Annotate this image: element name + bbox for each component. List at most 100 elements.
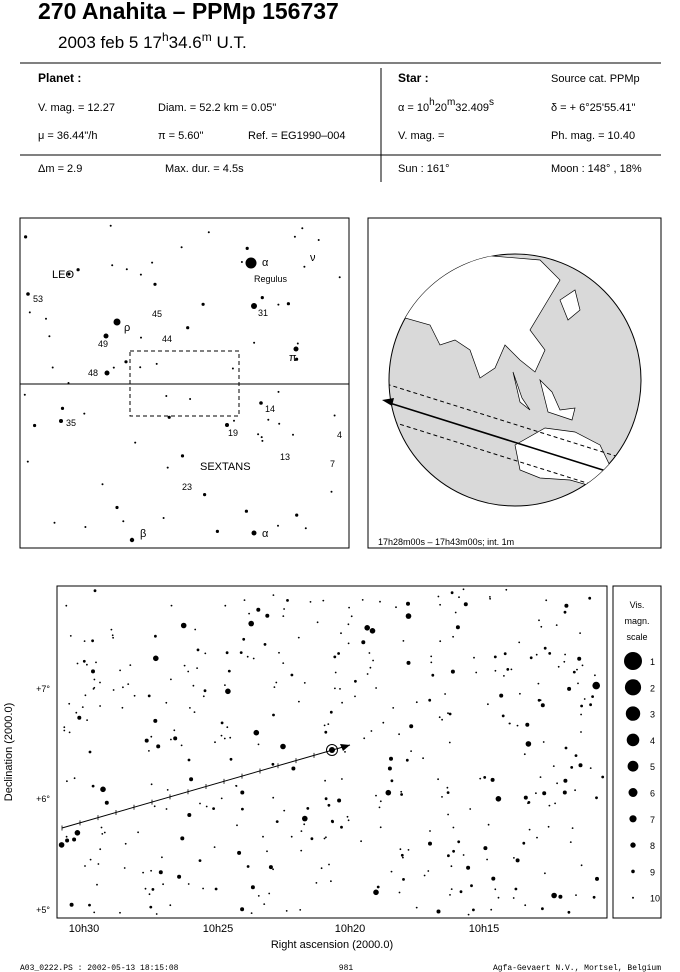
star (215, 529, 219, 534)
star (410, 750, 412, 752)
star (592, 681, 600, 690)
star (45, 317, 47, 320)
star (564, 603, 569, 608)
star (364, 625, 371, 631)
star (111, 264, 114, 267)
star (463, 602, 468, 607)
star (67, 382, 70, 384)
finder-label: α (262, 257, 269, 269)
star (337, 798, 342, 803)
star (265, 613, 270, 618)
star (370, 730, 373, 732)
scale-dot (626, 733, 640, 747)
y-tick-label: +5° (36, 905, 50, 915)
star (88, 903, 91, 907)
finder-label: 45 (152, 309, 162, 319)
star (180, 246, 183, 249)
star (68, 702, 71, 705)
star (333, 655, 337, 659)
star (278, 651, 280, 654)
star (205, 805, 208, 808)
star (165, 808, 168, 810)
star (328, 863, 330, 866)
star (429, 830, 431, 832)
star (167, 415, 171, 419)
star (545, 599, 548, 602)
star (150, 735, 153, 738)
field: Diam. = 52.2 km = 0.05" (158, 102, 276, 114)
star (201, 302, 205, 306)
star (395, 606, 397, 609)
scale-label: 8 (650, 841, 655, 851)
star (53, 521, 56, 524)
star (552, 765, 555, 767)
star (154, 634, 157, 638)
star (327, 723, 330, 725)
star (189, 707, 191, 709)
finder-label: 31 (258, 308, 268, 318)
star (385, 789, 392, 796)
star (409, 724, 414, 729)
star (581, 664, 584, 667)
star (250, 912, 253, 914)
star (522, 841, 526, 845)
star (119, 669, 121, 672)
star (91, 639, 94, 643)
star (543, 646, 547, 650)
star (246, 865, 250, 868)
star (303, 682, 306, 684)
star (63, 726, 66, 729)
star (447, 854, 450, 858)
star (320, 867, 323, 870)
star (450, 591, 454, 595)
star (439, 603, 441, 606)
star (527, 802, 529, 805)
star (257, 433, 260, 436)
star (577, 682, 579, 685)
star (170, 604, 173, 607)
star (73, 777, 76, 780)
scale-label: 5 (650, 762, 655, 772)
star (148, 893, 151, 896)
star (204, 652, 207, 655)
star (486, 858, 488, 861)
star (448, 712, 452, 716)
star (226, 726, 229, 729)
star (142, 871, 145, 874)
star (390, 779, 394, 783)
star (447, 813, 449, 816)
star (148, 750, 150, 752)
star (525, 722, 530, 727)
star (161, 856, 163, 859)
star (431, 673, 435, 677)
star (263, 643, 267, 646)
star (524, 904, 527, 907)
star (578, 763, 583, 768)
star (446, 786, 449, 789)
star (212, 807, 216, 810)
star (555, 624, 558, 626)
star (301, 227, 304, 230)
scale-dot (624, 679, 642, 696)
star (23, 393, 26, 396)
star (400, 790, 403, 793)
star (187, 813, 192, 817)
finder-label: β (140, 528, 146, 540)
star (427, 870, 430, 872)
star (402, 856, 404, 859)
star (523, 753, 526, 756)
star (150, 783, 153, 786)
star (591, 695, 594, 698)
star (541, 907, 544, 911)
star (462, 854, 465, 856)
star (462, 588, 465, 591)
star (387, 766, 392, 771)
star (112, 636, 114, 639)
star (277, 303, 280, 306)
star (302, 815, 308, 822)
star (450, 865, 453, 868)
star (572, 670, 576, 674)
star (278, 422, 281, 425)
scale-label: 1 (650, 657, 655, 667)
star (331, 820, 334, 824)
